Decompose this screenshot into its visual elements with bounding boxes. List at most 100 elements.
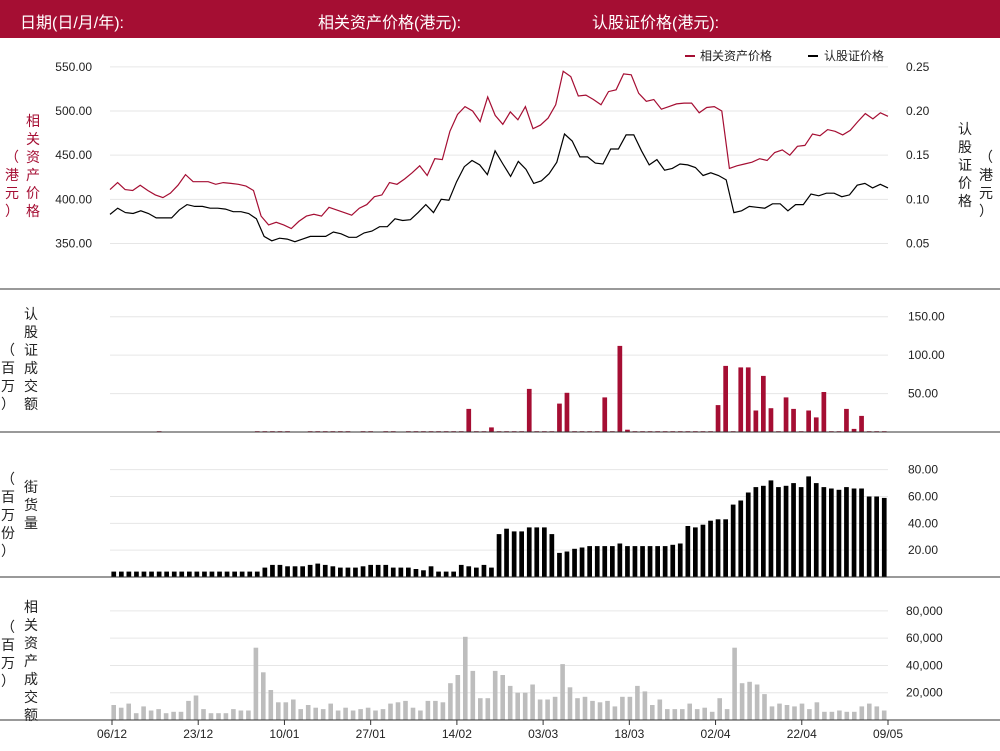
outstanding-bar	[677, 543, 683, 577]
warrant-turnover-bar	[625, 429, 630, 432]
outstanding-bar	[549, 534, 555, 577]
outstanding-bar	[640, 546, 645, 577]
outstanding-bar	[587, 546, 592, 577]
right-axis-tick: 0.15	[906, 148, 930, 162]
asset-turnover-bar	[694, 709, 700, 720]
outstanding-bar	[496, 534, 502, 577]
warrant-turnover-bar	[526, 388, 532, 432]
outstanding-bar	[330, 566, 336, 577]
asset-turnover-bar	[223, 713, 229, 720]
asset-turnover-bar	[747, 681, 752, 720]
left-axis-tick: 500.00	[55, 104, 92, 118]
outstanding-bar	[111, 571, 117, 577]
asset-turnover-bar	[635, 685, 640, 720]
asset-turnover-bar	[328, 703, 333, 720]
asset-turnover-bar	[650, 705, 655, 720]
asset-turnover-bar	[702, 707, 707, 720]
outstanding-bar	[851, 488, 857, 577]
asset-turnover-bar	[268, 690, 274, 720]
asset-turnover-bar	[852, 711, 857, 720]
asset-turnover-bar	[792, 706, 797, 720]
asset-turnover-bar	[358, 709, 363, 720]
outstanding-bar	[715, 519, 721, 577]
outstanding-bar	[594, 546, 600, 577]
asset-turnover-bar	[829, 711, 835, 720]
outstanding-bar	[451, 571, 456, 577]
asset-turnover-bar	[148, 710, 154, 720]
warrant-price-name: 认股证价格	[958, 121, 972, 209]
warrant-turnover-bar	[738, 367, 744, 432]
outstanding-bar	[519, 531, 524, 577]
outstanding-bar	[239, 571, 245, 577]
warrant-turnover-bar	[557, 403, 562, 432]
outstanding-bar	[625, 546, 630, 577]
asset-turnover-unit: （百万）	[1, 619, 15, 689]
left-axis-tick: 450.00	[55, 148, 92, 162]
asset-turnover-bar	[597, 702, 603, 720]
asset-price-label: 相关资产价格(港元):	[318, 15, 462, 32]
outstanding-bar	[881, 497, 887, 577]
outstanding-bar	[821, 487, 827, 577]
x-axis-tick: 03/03	[528, 727, 558, 741]
asset-turnover-bar	[582, 696, 588, 720]
outstanding-bar	[806, 476, 811, 577]
outstanding-bar	[783, 485, 789, 577]
outstanding-bar	[526, 527, 532, 577]
outstanding-bar	[262, 567, 268, 577]
warrant-turnover-bar	[783, 397, 789, 432]
asset-turnover-bar	[276, 702, 281, 720]
asset-turnover-bar	[433, 700, 438, 720]
asset-turnover-axis-tick: 80,000	[906, 604, 943, 618]
outstanding-bar	[375, 564, 381, 577]
asset-turnover-bar	[515, 692, 520, 720]
asset-turnover-bar	[560, 664, 565, 720]
outstanding-bar	[398, 567, 404, 577]
warrant-turnover-bar	[602, 397, 608, 432]
left-axis-tick: 400.00	[55, 192, 92, 206]
outstanding-bar	[270, 564, 275, 577]
asset-turnover-bar	[201, 709, 206, 720]
outstanding-bar	[874, 496, 879, 577]
outstanding-bar	[209, 571, 215, 577]
legend-asset-label: 相关资产价格	[700, 48, 772, 63]
asset-turnover-bar	[193, 695, 199, 720]
asset-turnover-bar	[874, 706, 880, 720]
outstanding-bar	[572, 548, 577, 577]
outstanding-bar	[322, 564, 328, 577]
outstanding-bar	[564, 551, 570, 577]
warrant-turnover-bar	[753, 410, 759, 432]
outstanding-bar	[458, 564, 464, 577]
date-label: 日期(日/月/年):	[20, 15, 124, 32]
outstanding-bar	[406, 567, 411, 577]
warrant-turnover-bar	[489, 427, 494, 432]
asset-turnover-bar	[305, 705, 311, 720]
asset-turnover-bar	[126, 703, 131, 720]
warrant-turnover-bar	[859, 415, 864, 432]
outstanding-bar	[466, 566, 472, 577]
outstanding-bar	[428, 566, 434, 577]
outstanding-bar	[345, 567, 351, 577]
asset-turnover-bar	[777, 703, 782, 720]
right-axis-tick: 0.20	[906, 104, 930, 118]
asset-turnover-bar	[732, 647, 737, 720]
asset-turnover-bar	[709, 711, 715, 720]
asset-turnover-bar	[425, 700, 431, 720]
outstanding-bar	[368, 564, 373, 577]
outstanding-bar	[836, 489, 842, 577]
outstanding-axis-tick: 80.00	[908, 463, 938, 477]
asset-turnover-bar	[575, 698, 580, 720]
left-axis-tick: 550.00	[55, 60, 92, 74]
asset-turnover-bar	[380, 709, 386, 720]
asset-turnover-bar	[657, 699, 663, 720]
asset-turnover-bar	[171, 711, 176, 720]
warrant-turnover-name: 认股证成交额	[24, 306, 38, 412]
outstanding-bar	[300, 566, 305, 577]
warrant-turnover-unit: （百万）	[1, 342, 15, 412]
asset-turnover-bar	[769, 706, 775, 720]
asset-turnover-bar	[478, 698, 483, 720]
outstanding-bar	[338, 567, 343, 577]
asset-turnover-bar	[343, 707, 348, 720]
asset-turnover-bar	[395, 702, 401, 720]
outstanding-bar	[194, 571, 200, 577]
asset-turnover-bar	[754, 684, 760, 720]
